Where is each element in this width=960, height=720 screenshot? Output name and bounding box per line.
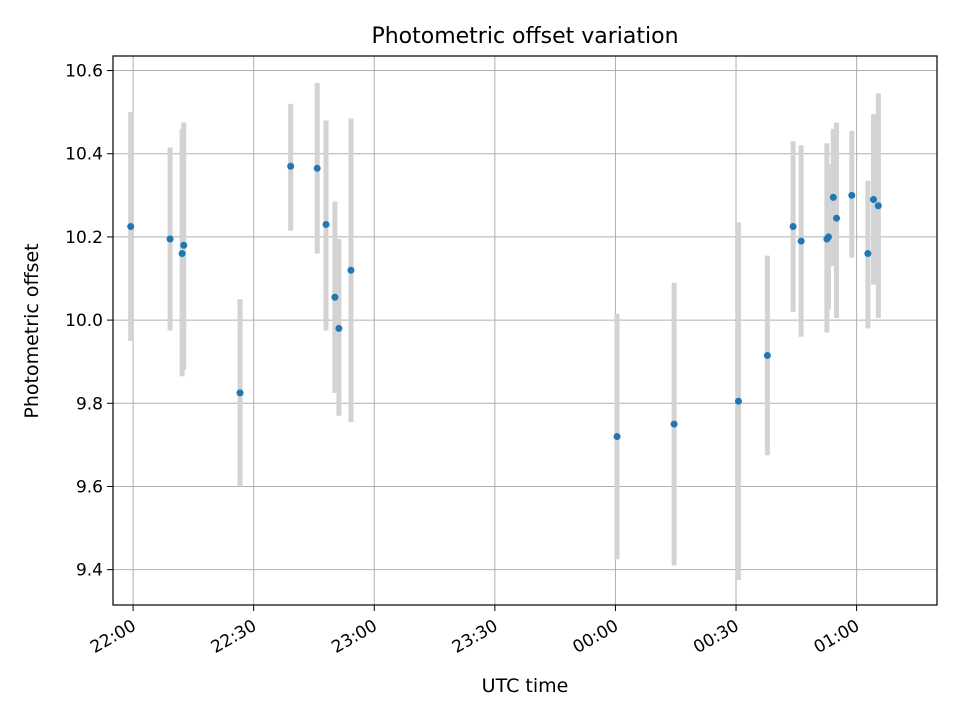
x-axis-label: UTC time: [482, 675, 569, 697]
x-tick-label: 23:30: [449, 616, 501, 658]
data-point: [613, 433, 621, 441]
y-tick-label: 10.2: [65, 228, 103, 248]
grid: [113, 56, 937, 605]
data-point: [874, 202, 882, 210]
x-tick-label: 22:00: [87, 616, 139, 658]
y-tick-label: 9.8: [76, 394, 103, 414]
data-point: [178, 250, 186, 258]
data-point: [670, 420, 678, 428]
data-point: [829, 193, 837, 201]
data-point: [331, 293, 339, 301]
data-point: [763, 351, 771, 359]
data-point: [127, 223, 135, 231]
data-point: [734, 397, 742, 405]
x-tick-label: 00:30: [690, 616, 742, 658]
data-point: [166, 235, 174, 243]
data-point: [789, 223, 797, 231]
data-point: [797, 237, 805, 245]
x-tick-label: 00:00: [570, 616, 622, 658]
y-tick-label: 9.6: [76, 477, 103, 497]
data-point: [833, 214, 841, 222]
data-points: [127, 162, 882, 441]
y-axis-label: Photometric offset: [21, 243, 43, 418]
x-tick-label: 22:30: [208, 616, 260, 658]
chart-title: Photometric offset variation: [371, 24, 678, 49]
x-tick-label: 01:00: [811, 616, 863, 658]
error-bars: [128, 83, 881, 581]
data-point: [322, 220, 330, 228]
data-point: [864, 250, 872, 258]
data-point: [313, 164, 321, 172]
y-tick-label: 10.0: [65, 311, 103, 331]
data-point: [848, 191, 856, 199]
data-point: [347, 266, 355, 274]
data-point: [287, 162, 295, 170]
x-tick-label: 23:00: [328, 616, 380, 658]
data-point: [236, 389, 244, 397]
data-point: [824, 233, 832, 241]
data-point: [869, 195, 877, 203]
data-point: [335, 324, 343, 332]
plot-area-frame: [112, 55, 938, 606]
y-tick-label: 9.4: [76, 561, 103, 581]
y-tick-label: 10.6: [65, 62, 103, 82]
data-point: [180, 241, 188, 249]
y-tick-label: 10.4: [65, 145, 103, 165]
